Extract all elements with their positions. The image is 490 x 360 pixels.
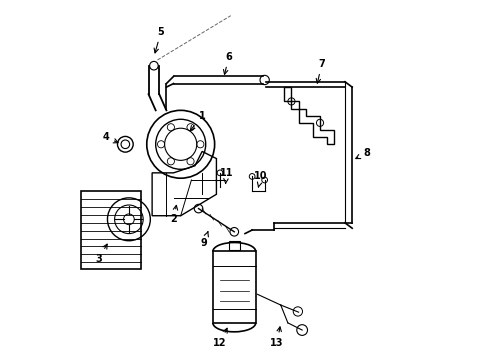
Text: 8: 8 bbox=[356, 148, 370, 158]
Text: 6: 6 bbox=[223, 52, 232, 74]
Text: 11: 11 bbox=[220, 168, 233, 184]
Text: 4: 4 bbox=[102, 132, 118, 143]
Text: 9: 9 bbox=[200, 232, 208, 248]
Text: 12: 12 bbox=[213, 328, 227, 347]
Bar bbox=[229, 241, 240, 249]
Text: 10: 10 bbox=[254, 171, 268, 187]
Text: 3: 3 bbox=[95, 244, 107, 264]
Bar bbox=[81, 191, 142, 269]
Text: 5: 5 bbox=[154, 27, 165, 53]
Text: 2: 2 bbox=[170, 205, 178, 224]
Text: 7: 7 bbox=[316, 59, 325, 83]
Text: 13: 13 bbox=[270, 327, 284, 347]
Bar bbox=[213, 251, 256, 323]
Text: 1: 1 bbox=[190, 111, 205, 130]
